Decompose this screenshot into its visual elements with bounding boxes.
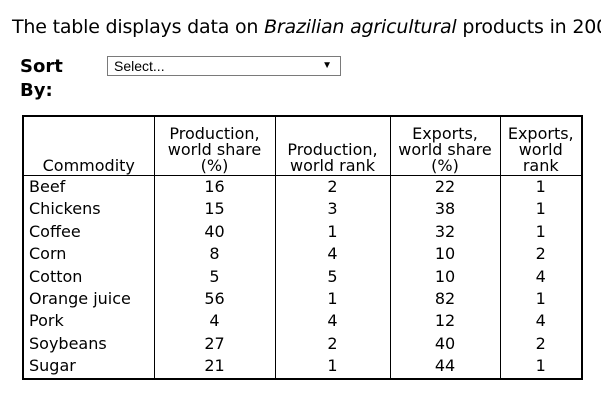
table-cell: 32 xyxy=(390,220,501,244)
intro-emphasis: Brazilian agricultural xyxy=(264,16,457,38)
header-commodity[interactable]: Commodity xyxy=(23,116,155,176)
table-cell: 2 xyxy=(535,333,546,353)
table-cell: 4 xyxy=(535,311,546,331)
table-row: Sugar 21 1 44 1 xyxy=(23,355,582,379)
table-cell: 22 xyxy=(390,175,501,199)
sort-by-label: Sort By: xyxy=(20,55,80,103)
cell-commodity: Corn xyxy=(23,243,155,266)
table-row: Coffee 40 1 32 1 xyxy=(23,220,582,244)
table-row: Soybeans 27 2 40 2 xyxy=(23,332,582,356)
table-cell: 21 xyxy=(154,355,276,379)
table-cell: 56 xyxy=(154,288,276,311)
cell-commodity: Orange juice xyxy=(23,288,155,311)
table-cell: 2 xyxy=(275,332,391,356)
table-row: Cotton 5 5 10 4 xyxy=(23,265,582,289)
header-exports-rank[interactable]: Exports, world rank xyxy=(500,116,582,176)
chevron-down-icon: ▼ xyxy=(322,60,332,71)
intro-before: The table displays data on xyxy=(12,16,265,38)
intro-after: products in 2009. xyxy=(462,16,601,38)
table-cell: 10 xyxy=(390,243,501,266)
table-cell: 38 xyxy=(390,198,501,221)
table-cell: 3 xyxy=(275,198,391,221)
table-cell: 4 xyxy=(275,243,391,266)
cell-commodity: Beef xyxy=(23,175,155,199)
table-cell: 4 xyxy=(275,310,391,333)
table-cell: 1 xyxy=(535,221,546,241)
table-cell: 44 xyxy=(390,355,501,379)
table-cell: 8 xyxy=(154,243,276,266)
table-row: Corn 8 4 10 2 xyxy=(23,243,582,266)
table-cell: 4 xyxy=(535,266,546,286)
table-cell: 2 xyxy=(275,175,391,199)
table-cell: 2 xyxy=(535,244,546,264)
table-cell: 5 xyxy=(154,265,276,289)
sort-select[interactable]: Select... ▼ xyxy=(107,56,341,76)
cell-commodity: Sugar xyxy=(23,355,155,379)
cell-commodity: Chickens xyxy=(23,198,155,221)
intro-text: The table displays data on Brazilian agr… xyxy=(12,16,601,38)
table-cell: 27 xyxy=(154,332,276,356)
table-cell: 15 xyxy=(154,198,276,221)
table-cell: 1 xyxy=(275,355,391,379)
table-cell: 1 xyxy=(535,289,546,309)
sort-select-value: Select... xyxy=(114,58,165,74)
table-row: Chickens 15 3 38 1 xyxy=(23,198,582,221)
cell-commodity: Coffee xyxy=(23,220,155,244)
sort-by-label-text: Sort By: xyxy=(20,56,63,101)
table-cell: 1 xyxy=(535,177,546,196)
table-row: Pork 4 4 12 4 xyxy=(23,310,582,333)
table-cell: 12 xyxy=(390,310,501,333)
table-cell: 1 xyxy=(275,288,391,311)
table-cell: 1 xyxy=(535,199,546,219)
header-production-share[interactable]: Production, world share (%) xyxy=(154,116,276,176)
cell-commodity: Cotton xyxy=(23,265,155,289)
cell-commodity: Soybeans xyxy=(23,332,155,356)
header-exports-share[interactable]: Exports, world share (%) xyxy=(390,116,501,176)
header-production-rank[interactable]: Production, world rank xyxy=(275,116,391,176)
table-cell: 40 xyxy=(154,220,276,244)
table-cell: 10 xyxy=(390,265,501,289)
cell-commodity: Pork xyxy=(23,310,155,333)
commodity-table: Commodity Production, world share (%) Pr… xyxy=(22,115,583,380)
table-cell: 5 xyxy=(275,265,391,289)
table-header-row: Commodity Production, world share (%) Pr… xyxy=(23,116,582,176)
table-cell: 1 xyxy=(275,220,391,244)
table-cell: 4 xyxy=(154,310,276,333)
table-cell: 1 xyxy=(535,356,546,376)
table-cell: 82 xyxy=(390,288,501,311)
table-row: Beef 16 2 22 1 xyxy=(23,175,582,199)
table-row: Orange juice 56 1 82 1 xyxy=(23,288,582,311)
table-cell: 40 xyxy=(390,332,501,356)
table-cell: 16 xyxy=(154,175,276,199)
